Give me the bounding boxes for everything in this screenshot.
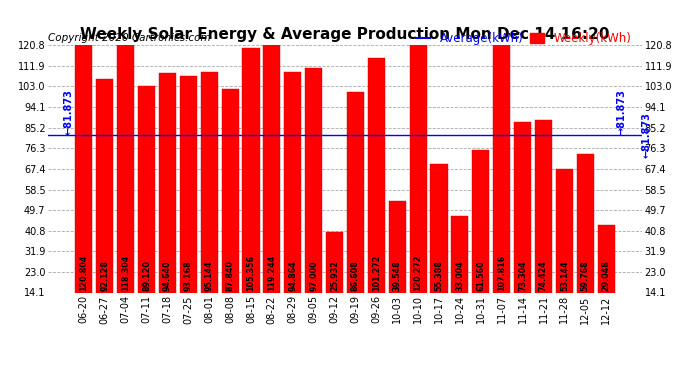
Bar: [117, 18, 134, 292]
Text: ←81.873: ←81.873: [63, 89, 73, 135]
Bar: [451, 216, 469, 292]
Bar: [201, 72, 218, 292]
Bar: [159, 73, 176, 292]
Bar: [221, 89, 239, 292]
Bar: [305, 68, 322, 292]
Text: 94.640: 94.640: [163, 260, 172, 291]
Text: 61.560: 61.560: [476, 260, 485, 291]
Text: 97.000: 97.000: [309, 260, 318, 291]
Legend: Average(kWh), Weekly(kWh): Average(kWh), Weekly(kWh): [412, 27, 635, 50]
Bar: [535, 120, 552, 292]
Text: 92.128: 92.128: [100, 260, 109, 291]
Text: 101.272: 101.272: [372, 254, 381, 291]
Bar: [493, 42, 511, 292]
Text: 33.004: 33.004: [455, 260, 464, 291]
Title: Weekly Solar Energy & Average Production Mon Dec 14 16:20: Weekly Solar Energy & Average Production…: [80, 27, 610, 42]
Text: 119.244: 119.244: [267, 254, 277, 291]
Bar: [556, 169, 573, 292]
Bar: [347, 92, 364, 292]
Text: 39.548: 39.548: [393, 260, 402, 291]
Bar: [96, 79, 113, 292]
Bar: [410, 13, 426, 292]
Text: Copyright 2020 Cartronics.com: Copyright 2020 Cartronics.com: [48, 33, 211, 42]
Text: 73.304: 73.304: [518, 260, 527, 291]
Text: 120.272: 120.272: [413, 254, 423, 291]
Text: 29.048: 29.048: [602, 260, 611, 291]
Text: 25.932: 25.932: [330, 260, 339, 291]
Text: 120.804: 120.804: [79, 254, 88, 291]
Bar: [75, 12, 92, 292]
Text: 86.608: 86.608: [351, 260, 360, 291]
Bar: [598, 225, 615, 292]
Text: 95.144: 95.144: [205, 260, 214, 291]
Bar: [264, 16, 280, 292]
Bar: [431, 164, 448, 292]
Bar: [242, 48, 259, 292]
Bar: [514, 123, 531, 292]
Text: 105.356: 105.356: [246, 255, 255, 291]
Text: 74.424: 74.424: [539, 260, 548, 291]
Text: 55.388: 55.388: [435, 260, 444, 291]
Bar: [284, 72, 302, 292]
Text: 93.168: 93.168: [184, 260, 193, 291]
Text: 94.864: 94.864: [288, 260, 297, 291]
Text: 87.840: 87.840: [226, 260, 235, 291]
Text: 118.304: 118.304: [121, 254, 130, 291]
Text: →81.873: →81.873: [617, 89, 627, 135]
Bar: [326, 232, 343, 292]
Bar: [388, 201, 406, 292]
Bar: [472, 150, 489, 292]
Bar: [179, 76, 197, 292]
Text: 53.144: 53.144: [560, 260, 569, 291]
Text: 107.816: 107.816: [497, 254, 506, 291]
Text: 89.120: 89.120: [142, 260, 151, 291]
Bar: [368, 58, 385, 292]
Bar: [577, 154, 594, 292]
Text: 59.768: 59.768: [581, 260, 590, 291]
Bar: [138, 86, 155, 292]
Text: ←81.873: ←81.873: [642, 112, 651, 158]
